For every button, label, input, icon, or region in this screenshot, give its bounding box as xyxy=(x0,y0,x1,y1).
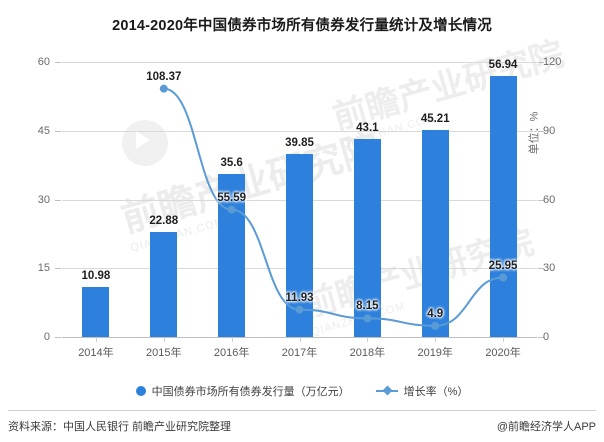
x-axis-label-2018年: 2018年 xyxy=(349,347,386,359)
legend-label-issuance: 中国债券市场所有债券发行量（万亿元） xyxy=(151,386,350,398)
bar-value-label-2018年: 43.1 xyxy=(356,122,379,135)
growth-rate-point-marker[interactable] xyxy=(363,314,372,323)
line-diamond-marker-icon xyxy=(375,390,398,392)
x-axis-label-2014年: 2014年 xyxy=(78,347,114,359)
bar-value-label-2016年: 35.6 xyxy=(220,156,243,169)
gridline xyxy=(62,62,537,63)
bar-value-label-2019年: 45.21 xyxy=(420,112,450,125)
bar-2019年[interactable] xyxy=(421,129,449,337)
legend-item-growth-rate[interactable]: 增长率（%） xyxy=(375,383,469,399)
x-tick-2019年 xyxy=(435,337,437,342)
right-axis-tick-60: 60 xyxy=(543,193,556,206)
growth-rate-value-label-2015年: 108.37 xyxy=(146,70,182,83)
growth-rate-value-label-2018年: 8.15 xyxy=(356,300,379,313)
x-axis-label-2020年: 2020年 xyxy=(485,347,521,359)
bar-2015年[interactable] xyxy=(150,232,178,337)
bar-value-label-2014年: 10.98 xyxy=(81,269,111,282)
x-tick-2020年 xyxy=(503,337,505,342)
brand-text: @前瞻经济学人APP xyxy=(496,421,596,433)
legend-item-issuance[interactable]: 中国债券市场所有债券发行量（万亿元） xyxy=(135,383,350,399)
x-axis-label-2019年: 2019年 xyxy=(417,347,453,359)
x-tick-2018年 xyxy=(367,337,369,342)
right-tick-mark xyxy=(538,130,544,132)
x-tick-2015年 xyxy=(163,337,165,342)
plot-area: 0 0 15 30 30 60 45 90 60 120 10.98 2014年 22.88 2015年 3… xyxy=(38,57,562,360)
left-axis-tick-60: 60 xyxy=(37,56,50,68)
x-tick-2014年 xyxy=(95,337,97,342)
chart-legend: 中国债券市场所有债券发行量（万亿元） 增长率（%） xyxy=(0,383,604,399)
source-text: 资料来源：中国人民银行 前瞻产业研究院整理 xyxy=(8,421,232,433)
x-axis-label-2017年: 2017年 xyxy=(281,347,318,359)
bar-value-label-2015年: 22.88 xyxy=(149,215,179,228)
right-tick-mark xyxy=(538,199,544,201)
right-tick-mark xyxy=(538,337,544,338)
growth-rate-point-marker[interactable] xyxy=(295,305,304,314)
left-tick-mark xyxy=(55,130,61,132)
growth-rate-point-marker[interactable] xyxy=(499,273,508,282)
bar-value-label-2017年: 39.85 xyxy=(285,137,314,150)
left-tick-mark xyxy=(55,268,61,270)
growth-rate-point-marker[interactable] xyxy=(227,205,236,214)
watermark-logo-icon xyxy=(122,120,168,166)
right-axis-tick-120: 120 xyxy=(543,56,562,68)
circle-dot-marker-icon xyxy=(135,386,146,396)
bar-2020年[interactable] xyxy=(489,76,517,337)
growth-rate-value-label-2017年: 11.93 xyxy=(285,291,314,304)
chart-footer: 资料来源：中国人民银行 前瞻产业研究院整理 @前瞻经济学人APP xyxy=(8,418,596,434)
bar-2014年[interactable] xyxy=(82,286,110,337)
gridline xyxy=(62,130,537,132)
bar-2018年[interactable] xyxy=(353,139,381,337)
right-tick-mark xyxy=(538,62,544,63)
left-tick-mark xyxy=(55,199,61,201)
x-tick-2016年 xyxy=(231,337,233,342)
left-tick-mark xyxy=(55,62,61,63)
bar-2016年[interactable] xyxy=(218,173,246,337)
right-tick-mark xyxy=(538,268,544,270)
x-axis-label-2016年: 2016年 xyxy=(213,347,250,359)
growth-rate-point-marker[interactable] xyxy=(431,321,440,330)
footer-divider xyxy=(8,410,596,411)
right-axis-tick-30: 30 xyxy=(543,262,556,275)
growth-rate-line-path xyxy=(162,87,505,327)
growth-rate-value-label-2020年: 25.95 xyxy=(488,259,518,272)
bar-value-label-2020年: 56.94 xyxy=(488,59,518,72)
legend-label-growth-rate: 增长率（%） xyxy=(403,386,469,398)
right-axis-tick-0: 0 xyxy=(543,331,550,343)
left-axis-tick-45: 45 xyxy=(37,124,50,137)
right-axis-tick-90: 90 xyxy=(543,124,556,137)
growth-rate-point-marker[interactable] xyxy=(159,84,168,93)
left-axis-tick-30: 30 xyxy=(37,193,50,206)
growth-rate-value-label-2019年: 4.9 xyxy=(427,307,444,320)
left-tick-mark xyxy=(55,337,61,338)
chart-title: 2014-2020年中国债券市场所有债券发行量统计及增长情况 xyxy=(112,18,492,34)
growth-rate-line-series xyxy=(159,84,508,330)
left-axis-tick-15: 15 xyxy=(37,262,50,275)
left-axis-tick-0: 0 xyxy=(43,331,50,343)
growth-rate-value-label-2016年: 55.59 xyxy=(217,191,247,204)
x-tick-2017年 xyxy=(299,337,301,342)
x-axis-label-2015年: 2015年 xyxy=(146,347,182,359)
